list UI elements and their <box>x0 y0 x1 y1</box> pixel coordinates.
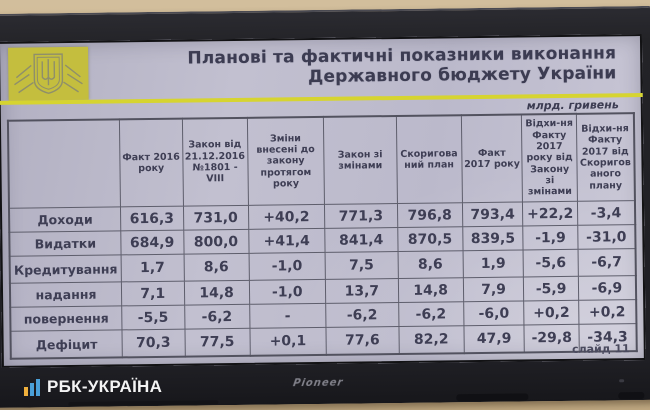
row-label: повернення <box>10 305 122 332</box>
column-header: Факт 2017 року <box>461 114 523 203</box>
table-cell: -5,9 <box>523 276 579 301</box>
table-cell: -6,2 <box>325 302 399 328</box>
column-header: Закон зі змінами <box>323 116 398 205</box>
table-cell: -29,8 <box>524 324 580 353</box>
table-cell: 77,6 <box>325 326 399 355</box>
column-header: Відхи-ня Факту 2017 року від Закону зі з… <box>521 113 578 202</box>
column-header: Зміни внесені до закону протягом року <box>247 116 325 206</box>
table-cell: 8,6 <box>183 253 250 282</box>
table-cell: -5,6 <box>523 249 579 277</box>
column-header: Відхи-ня Факту 2017 від Скоригованого пл… <box>576 113 635 202</box>
table-cell: +0,2 <box>578 299 637 325</box>
table-cell: 796,8 <box>397 202 463 228</box>
ukraine-emblem <box>8 46 89 101</box>
table-cell: -6,2 <box>398 301 464 327</box>
table-cell: -1,0 <box>249 279 326 305</box>
table-cell: 7,1 <box>121 281 185 306</box>
watermark-text: РБК-УКРАЇНА <box>47 377 163 396</box>
row-label: Доходи <box>8 206 121 233</box>
table-cell: 7,9 <box>463 276 525 302</box>
table-cell: -5,5 <box>121 305 185 330</box>
table-cell: 616,3 <box>120 206 184 231</box>
bezel-vent <box>68 400 219 407</box>
table-cell: -1,9 <box>523 225 578 250</box>
row-label: Видатки <box>9 230 121 257</box>
table-cell: 70,3 <box>121 329 185 358</box>
slide-title: Планові та фактичні показники виконання … <box>102 43 616 89</box>
table-cell: 8,6 <box>397 250 464 279</box>
slide-number: слайд 11 <box>571 342 630 356</box>
bezel-vent <box>618 392 645 400</box>
table-header-row: Факт 2016 року Закон від 21.12.2016 №1801… <box>7 113 635 209</box>
table-cell: 870,5 <box>397 226 463 252</box>
tv-frame: Планові та фактичні показники виконання … <box>0 5 650 409</box>
table-cell: 1,7 <box>120 254 184 282</box>
column-header: Факт 2016 року <box>119 118 183 207</box>
table-cell: 14,8 <box>183 280 250 306</box>
row-label: надання <box>9 281 122 308</box>
table-cell: 77,5 <box>184 328 250 357</box>
rbc-bars-logo-icon <box>24 378 40 396</box>
table-cell: 1,9 <box>462 249 524 278</box>
table-cell: 13,7 <box>325 278 399 304</box>
table-cell: 793,4 <box>462 201 524 227</box>
table-cell: 82,2 <box>398 325 464 354</box>
table-cell: 771,3 <box>324 203 398 229</box>
table-cell: - <box>249 303 326 329</box>
table-cell: -6,2 <box>184 304 250 330</box>
table-cell: +40,2 <box>248 204 325 230</box>
column-header <box>7 119 121 209</box>
row-label: Кредитування <box>9 254 122 284</box>
table-cell: -3,4 <box>577 200 636 226</box>
table-cell: 839,5 <box>462 225 524 251</box>
table-cell: 731,0 <box>182 205 249 231</box>
table-cell: +22,2 <box>522 201 578 226</box>
column-header: Скоригований план <box>395 115 463 204</box>
tv-brand-logo: Pioneer <box>292 377 345 390</box>
budget-table: Факт 2016 року Закон від 21.12.2016 №1801… <box>6 112 638 360</box>
table-cell: -6,7 <box>577 248 636 277</box>
table-cell: 7,5 <box>325 251 398 280</box>
table-cell: -6,9 <box>578 275 637 301</box>
column-header: Закон від 21.12.2016 №1801 - VIII <box>181 117 249 207</box>
table-cell: -6,0 <box>463 300 525 326</box>
table-cell: -31,0 <box>577 224 636 250</box>
row-label: Дефіцит <box>10 329 123 359</box>
table-cell: +0,1 <box>249 327 327 356</box>
table-cell: 841,4 <box>324 227 398 253</box>
rbc-watermark: РБК-УКРАЇНА <box>24 377 162 397</box>
table-cell: 684,9 <box>120 230 184 255</box>
budget-table-wrapper: Факт 2016 року Закон від 21.12.2016 №1801… <box>6 112 638 360</box>
table-cell: +0,2 <box>524 300 579 325</box>
table-cell: 800,0 <box>183 229 249 255</box>
table-cell: 47,9 <box>463 324 525 354</box>
units-label: млрд. гривень <box>526 98 619 113</box>
tv-screen: Планові та фактичні показники виконання … <box>0 34 646 368</box>
trident-icon <box>14 53 83 94</box>
table-cell: 14,8 <box>397 277 464 303</box>
power-led <box>619 379 625 383</box>
table-cell: +41,4 <box>248 228 326 254</box>
bezel-vent <box>456 393 529 402</box>
table-cell: -1,0 <box>248 252 326 281</box>
